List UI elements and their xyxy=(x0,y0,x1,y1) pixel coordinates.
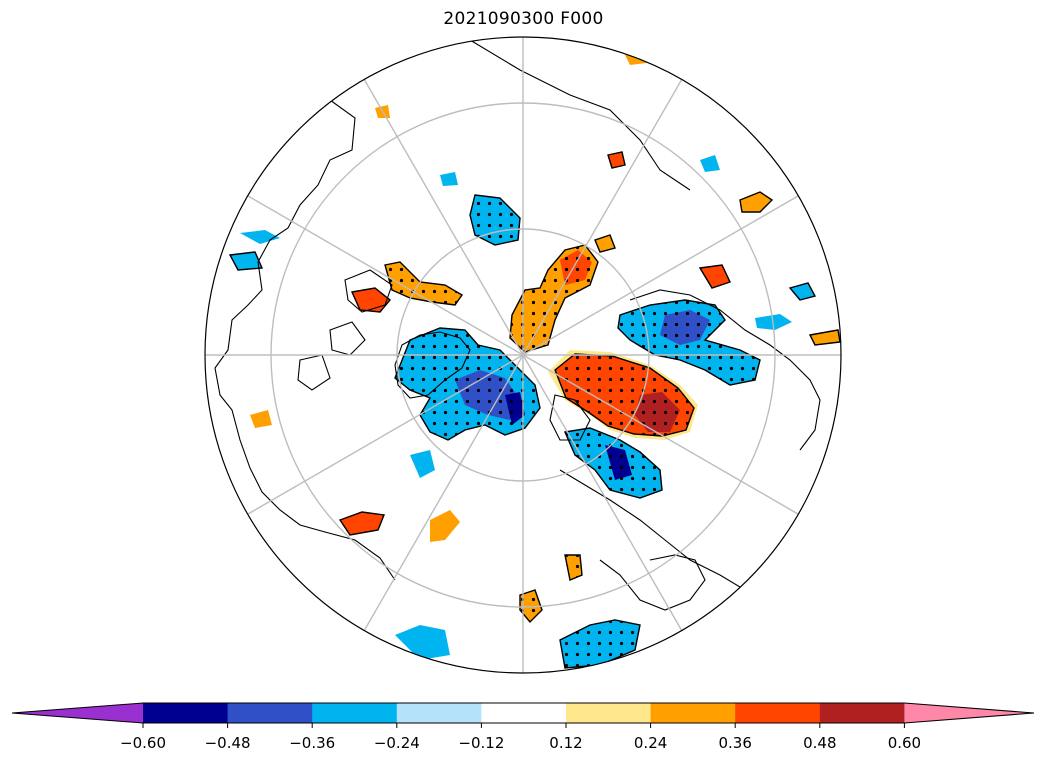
coastlines xyxy=(214,39,821,641)
colorbar-tick-label: −0.60 xyxy=(120,734,166,752)
positive-anomaly-islands-stipple xyxy=(385,262,462,305)
positive-patch-southwest-contour xyxy=(338,511,385,536)
coastline-siberia xyxy=(629,289,821,451)
coastline-europe xyxy=(559,469,771,641)
positive-anomaly-pole-stipple xyxy=(510,245,598,352)
colorbar-segment xyxy=(396,703,482,723)
negative-anomaly-siberia-stipple xyxy=(618,300,760,385)
map-boundary xyxy=(204,36,842,674)
positive-patch-north-contour xyxy=(594,234,616,253)
colorbar-segment xyxy=(650,703,736,723)
positive-patch-top-2 xyxy=(608,152,625,168)
positive-patch-south xyxy=(430,510,460,542)
coastline-scandinavia xyxy=(599,554,706,611)
colorbar-extend-max xyxy=(904,703,1034,723)
significance-stippling xyxy=(385,195,760,668)
positive-patch-east xyxy=(740,192,772,212)
colorbar-segment xyxy=(227,703,313,723)
colorbar-tick-label: 0.48 xyxy=(803,734,837,752)
colorbar-segment xyxy=(566,703,652,723)
map-title: 2021090300 F000 xyxy=(443,9,604,29)
positive-patch-east-2 xyxy=(700,265,730,288)
colorbar-segment xyxy=(143,703,229,723)
negative-anomaly-greenland-stipple xyxy=(395,328,540,440)
negative-patch-north-east xyxy=(700,155,720,172)
positive-patch-top xyxy=(625,50,655,65)
colorbar-tick-label: 0.12 xyxy=(549,734,583,752)
negative-anomaly-europe-stipple xyxy=(565,428,662,498)
colorbar-segment xyxy=(312,703,398,723)
positive-patch-east-contour xyxy=(739,191,774,213)
positive-patch-east-2-contour xyxy=(698,264,731,289)
negative-anomaly-siberia-contour xyxy=(617,299,761,386)
colorbar-tick-label: −0.12 xyxy=(458,734,505,752)
negative-patch-west-2-contour xyxy=(228,251,264,271)
coastline-alaska xyxy=(469,39,691,191)
colorbar-segment xyxy=(735,703,821,723)
negative-patch-west-2 xyxy=(230,252,262,270)
colorbar-tick-label: 0.36 xyxy=(718,734,752,752)
colorbar-extend-min xyxy=(12,703,143,723)
coastline-north-america xyxy=(214,99,396,581)
colorbar-tick-label: −0.48 xyxy=(204,734,251,752)
negative-patch-east xyxy=(790,283,815,300)
positive-patch-south-2-stipple xyxy=(520,590,542,622)
colorbar-tick-label: −0.24 xyxy=(373,734,420,752)
positive-patch-north xyxy=(595,235,615,252)
negative-patch-east-contour xyxy=(788,282,817,301)
colorbar-tick-label: 0.24 xyxy=(633,734,668,752)
positive-patch-edge-contour xyxy=(808,329,841,346)
coastline-greenland xyxy=(394,331,471,399)
meridian-150 xyxy=(363,78,683,632)
positive-anomaly-arctic-contour xyxy=(350,287,391,313)
negative-patch-bottom-contour xyxy=(559,619,641,669)
coastline-arctic-islands xyxy=(297,269,393,391)
positive-anomaly-islands-contour xyxy=(384,261,464,306)
negative-anomaly-greenland-contour xyxy=(394,327,541,441)
negative-anomaly-pacific-contour xyxy=(469,194,521,246)
positive-patch-top-2-contour xyxy=(607,151,626,169)
negative-anomaly-pacific-stipple xyxy=(470,195,520,245)
colorbar-segment xyxy=(481,703,567,723)
colorbar xyxy=(11,702,1035,728)
coastline-svalbard xyxy=(549,394,591,441)
negative-patch-north xyxy=(440,172,458,186)
polar-map xyxy=(204,36,842,674)
positive-patch-south-3-contour xyxy=(564,554,583,581)
positive-patch-west-3 xyxy=(250,410,272,428)
positive-anomaly-east-stipple xyxy=(555,354,694,436)
positive-patch-southwest xyxy=(340,512,384,535)
colorbar-tick-label: −0.36 xyxy=(289,734,336,752)
colorbar-tick-label: 0.60 xyxy=(887,734,922,752)
graticule xyxy=(205,37,841,673)
negative-patch-southwest xyxy=(410,450,435,478)
negative-patch-bottom-left xyxy=(395,625,450,660)
colorbar-segment xyxy=(819,703,905,723)
negative-patch-bottom-stipple xyxy=(560,620,640,668)
negative-anomaly-europe-contour xyxy=(563,427,663,499)
positive-anomaly-east-contour xyxy=(554,353,695,437)
